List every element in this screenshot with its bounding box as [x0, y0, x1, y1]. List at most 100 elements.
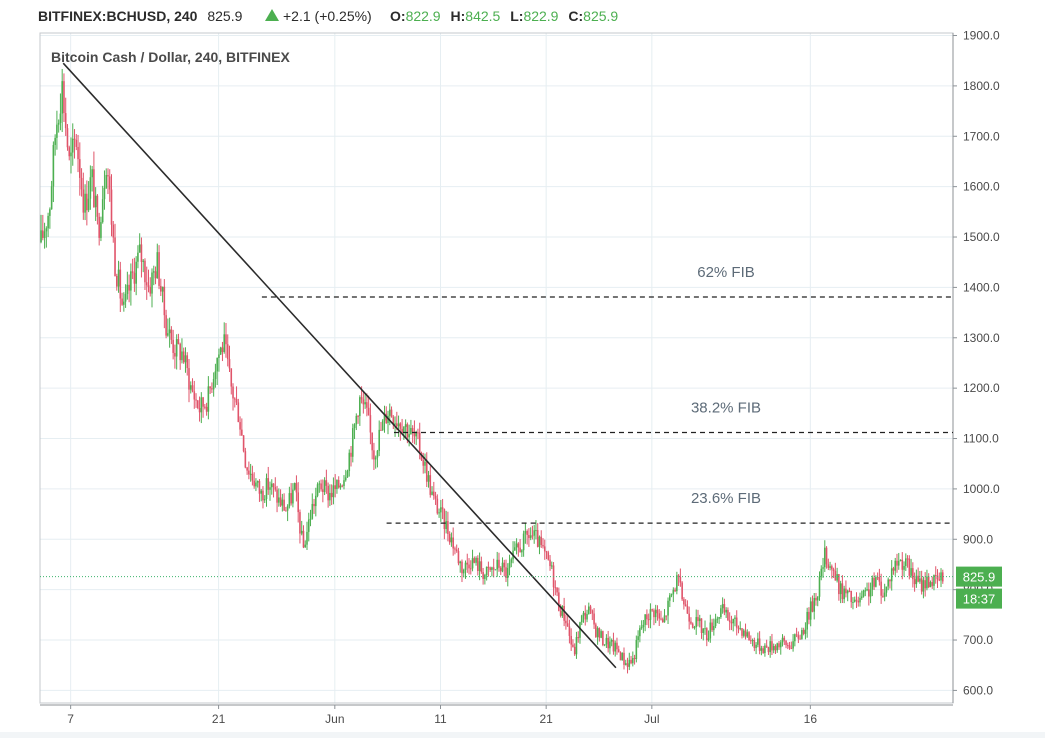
candle-body	[378, 429, 381, 451]
candle-body	[172, 339, 174, 353]
candle-body	[619, 652, 622, 661]
candle-body	[522, 533, 525, 551]
candle-body	[151, 272, 153, 294]
candle-body	[482, 571, 484, 579]
candle-body	[138, 244, 141, 253]
candle-body	[318, 483, 321, 485]
candle-body	[871, 577, 874, 590]
candle-body	[230, 368, 233, 387]
candle-body	[547, 552, 550, 560]
candle-body	[123, 301, 125, 305]
candle-body	[901, 559, 904, 570]
candle-body	[68, 147, 71, 157]
candle-body	[711, 622, 713, 631]
candle-body	[457, 550, 460, 564]
candle-body	[755, 644, 757, 649]
candle-body	[864, 590, 867, 592]
candle-body	[624, 663, 627, 665]
candle-body	[924, 580, 926, 589]
open-value: 822.9	[406, 8, 441, 24]
candle-body	[417, 432, 419, 434]
candle-body	[336, 480, 338, 490]
candle-body	[700, 618, 703, 633]
candle-body	[43, 231, 46, 238]
candle-body	[575, 637, 578, 655]
candle-body	[278, 497, 280, 503]
candle-body	[892, 568, 895, 571]
candle-body	[536, 530, 539, 547]
candle-body	[883, 592, 886, 597]
candle-body	[875, 577, 877, 587]
candle-body	[86, 193, 88, 211]
candle-body	[198, 408, 201, 413]
candle-body	[494, 569, 497, 571]
candle-body	[480, 561, 483, 572]
candle-body	[499, 567, 502, 572]
candle-body	[399, 423, 402, 429]
candle-body	[300, 530, 303, 534]
candle-body	[477, 557, 479, 572]
price-tags: 825.9 18:37	[956, 566, 1002, 609]
candle-body	[343, 480, 345, 487]
candle-body	[702, 628, 705, 633]
candle-body	[323, 480, 326, 493]
candle-body	[633, 658, 636, 660]
candle-body	[501, 562, 504, 572]
candle-body	[152, 271, 155, 273]
candle-body	[524, 530, 527, 534]
trendline-group[interactable]	[62, 62, 617, 669]
candle-body	[651, 609, 653, 611]
x-tick-label: 21	[539, 712, 553, 726]
candle-body	[792, 641, 794, 649]
candle-body	[938, 579, 941, 581]
candle-body	[290, 493, 292, 504]
candle-body	[531, 535, 534, 537]
candle-body	[211, 388, 213, 390]
candle-body	[676, 575, 678, 592]
candle-body	[374, 457, 377, 460]
candle-body	[727, 609, 729, 621]
candle-body	[868, 589, 870, 597]
countdown-tag-label: 18:37	[963, 592, 996, 607]
candle-body	[802, 630, 805, 634]
candle-body	[825, 547, 828, 565]
candle-body	[660, 618, 662, 620]
candle-body	[161, 286, 164, 292]
candle-body	[751, 640, 754, 642]
candle-body	[834, 570, 837, 581]
candle-body	[852, 601, 854, 603]
y-tick-label: 1100.0	[963, 432, 999, 446]
candle-body	[600, 631, 602, 638]
candle-body	[725, 609, 727, 613]
time-axis[interactable]: 7 21 Jun 11 21 Jul 16	[67, 705, 817, 726]
candle-body	[241, 429, 243, 436]
x-tick-label: 21	[212, 712, 226, 726]
candle-body	[351, 428, 354, 457]
candle-body	[584, 612, 587, 620]
candle-body	[346, 471, 349, 478]
candle-body	[831, 566, 833, 570]
candle-body	[556, 587, 558, 593]
trendline[interactable]	[62, 62, 617, 669]
candle-body	[189, 385, 192, 390]
candle-body	[233, 398, 236, 400]
candle-body	[841, 583, 844, 600]
candle-body	[697, 617, 699, 622]
candle-body	[762, 648, 764, 654]
candle-body	[686, 606, 689, 614]
candle-body	[519, 547, 521, 553]
candle-body	[919, 578, 921, 582]
candle-body	[397, 423, 400, 427]
candle-body	[920, 578, 923, 592]
candle-body	[801, 630, 803, 639]
candle-body	[253, 480, 255, 487]
candle-body	[149, 286, 152, 294]
candle-body	[889, 579, 891, 582]
candle-body	[741, 628, 743, 636]
bottom-strip	[0, 732, 1045, 738]
candle-body	[438, 512, 440, 514]
current-price-tag	[956, 566, 1002, 587]
candle-body	[45, 228, 48, 232]
